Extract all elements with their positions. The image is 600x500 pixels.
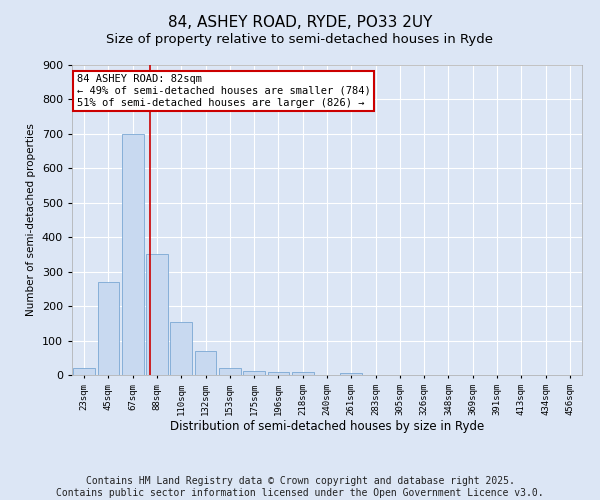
Bar [73, 368, 95, 375]
Bar [97, 282, 119, 375]
Bar [122, 134, 143, 375]
Text: 84, ASHEY ROAD, RYDE, PO33 2UY: 84, ASHEY ROAD, RYDE, PO33 2UY [168, 15, 432, 30]
Bar [146, 254, 168, 375]
Y-axis label: Number of semi-detached properties: Number of semi-detached properties [26, 124, 36, 316]
X-axis label: Distribution of semi-detached houses by size in Ryde: Distribution of semi-detached houses by … [170, 420, 484, 434]
Text: Contains HM Land Registry data © Crown copyright and database right 2025.
Contai: Contains HM Land Registry data © Crown c… [56, 476, 544, 498]
Bar [243, 371, 265, 375]
Bar [219, 368, 241, 375]
Bar [292, 372, 314, 375]
Bar [340, 374, 362, 375]
Text: 84 ASHEY ROAD: 82sqm
← 49% of semi-detached houses are smaller (784)
51% of semi: 84 ASHEY ROAD: 82sqm ← 49% of semi-detac… [77, 74, 371, 108]
Bar [268, 372, 289, 375]
Bar [194, 351, 217, 375]
Text: Size of property relative to semi-detached houses in Ryde: Size of property relative to semi-detach… [107, 32, 493, 46]
Bar [170, 322, 192, 375]
